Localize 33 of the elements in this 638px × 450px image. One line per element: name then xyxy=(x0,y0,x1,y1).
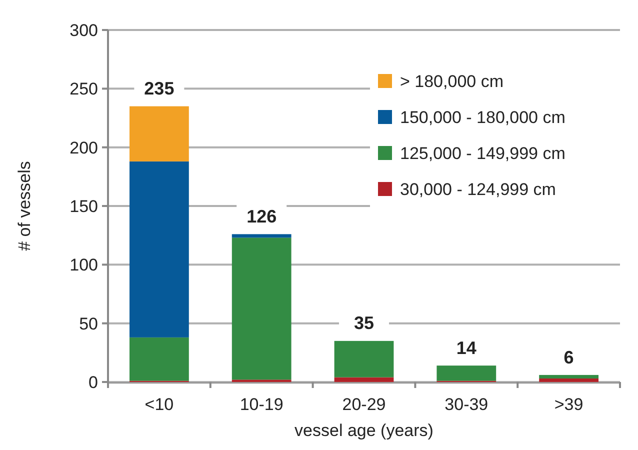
bar xyxy=(130,106,189,162)
legend-label: 30,000 - 124,999 cm xyxy=(400,180,556,199)
total-label: 6 xyxy=(564,347,574,368)
y-tick-label: 0 xyxy=(88,372,98,392)
total-label: 35 xyxy=(354,313,374,334)
y-tick-label: 250 xyxy=(70,80,98,99)
bar xyxy=(334,377,394,382)
x-tick-label: 10-19 xyxy=(240,395,284,414)
bar xyxy=(130,161,189,338)
bar xyxy=(436,366,496,381)
y-tick-label: 50 xyxy=(79,314,98,334)
y-tick-label: 150 xyxy=(70,196,98,216)
total-label: 235 xyxy=(144,78,174,99)
total-label: 14 xyxy=(456,338,476,358)
bar xyxy=(539,378,598,382)
legend-label: 150,000 - 180,000 cm xyxy=(400,108,566,127)
x-tick-label: <10 xyxy=(144,395,174,414)
bar xyxy=(232,238,292,380)
bar xyxy=(539,374,598,378)
legend-label: 125,000 - 149,999 cm xyxy=(400,144,566,163)
y-tick-label: 300 xyxy=(70,20,98,40)
y-tick-label: 200 xyxy=(70,138,98,158)
bar xyxy=(130,337,189,381)
total-label: 126 xyxy=(246,206,277,226)
x-axis-title: vessel age (years) xyxy=(294,421,434,440)
y-tick-label: 100 xyxy=(70,256,98,275)
bar xyxy=(232,234,292,238)
bar xyxy=(334,340,394,378)
x-tick-label: >39 xyxy=(554,395,584,414)
x-tick-label: 20-29 xyxy=(342,395,386,414)
x-tick-label: 30-39 xyxy=(444,395,488,414)
legend-label: > 180,000 cm xyxy=(400,72,504,91)
y-axis-title: # of vessels xyxy=(15,161,34,251)
